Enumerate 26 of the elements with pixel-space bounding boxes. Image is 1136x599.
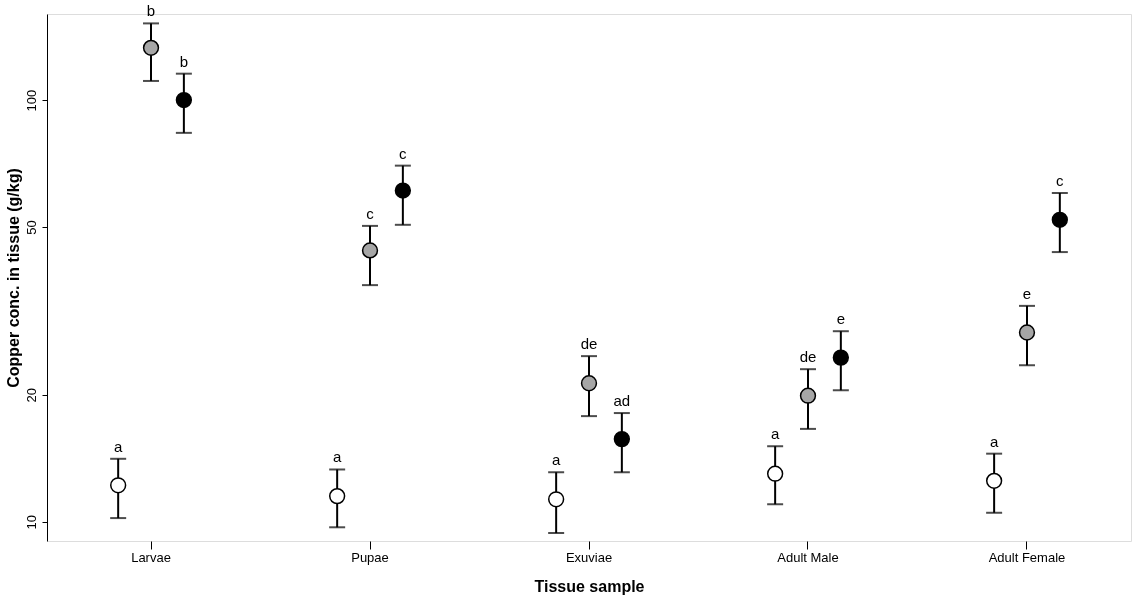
y-tick-label: 20 — [23, 388, 39, 403]
data-label: ad — [613, 392, 631, 410]
y-axis-title: Copper conc. in tissue (g/kg) — [4, 168, 22, 388]
data-label: e — [1022, 284, 1032, 302]
data-label: a — [114, 437, 123, 455]
data-label: a — [989, 432, 999, 450]
x-tick-label: Pupae — [351, 549, 389, 565]
data-label: de — [799, 348, 817, 366]
x-tick-label: Larvae — [131, 549, 171, 565]
data-label: b — [179, 52, 189, 70]
y-tick-label: 50 — [23, 220, 39, 235]
y-tick-label: 100 — [23, 89, 39, 112]
x-tick-label: Adult Female — [988, 549, 1066, 565]
data-label: c — [366, 204, 375, 222]
data-label: e — [836, 310, 846, 328]
x-tick-label: Exuviae — [565, 549, 613, 565]
x-tick-label: Adult Male — [777, 549, 839, 565]
x-axis-title: Tissue sample — [534, 577, 645, 595]
data-label: c — [1056, 172, 1065, 189]
data-label: de — [580, 335, 598, 353]
data-label: a — [770, 425, 780, 443]
data-label: b — [146, 2, 156, 20]
y-tick-label: 10 — [23, 514, 39, 530]
data-label: c — [399, 144, 408, 162]
data-label: a — [332, 448, 342, 466]
data-label: a — [551, 451, 561, 469]
